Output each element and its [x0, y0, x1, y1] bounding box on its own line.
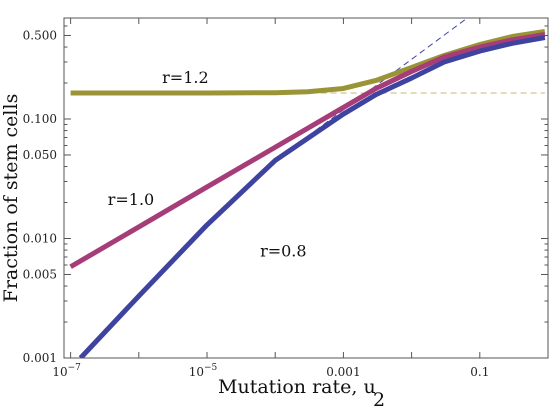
y-tick-label: 0.500	[23, 28, 57, 42]
y-tick-label: 0.005	[23, 267, 57, 281]
x-axis-title: Mutation rate, u	[218, 376, 376, 398]
y-tick-label: 0.050	[23, 148, 57, 162]
x-tick-label-exponent: −5	[204, 363, 218, 373]
series-line-r-1-2	[70, 28, 546, 96]
x-tick-label-base: 10	[189, 365, 204, 379]
x-tick-label: 10−5	[189, 363, 218, 379]
axes	[63, 17, 549, 359]
y-tick-label: 0.001	[23, 351, 57, 365]
x-tick-label: 0.001	[326, 365, 360, 379]
curve-label: r=1.2	[162, 68, 209, 87]
x-axis-title-subscript: 2	[373, 389, 385, 410]
x-tick-label-exponent: −7	[68, 363, 82, 373]
series-line-r-1-0	[69, 31, 546, 269]
curve-label: r=1.0	[108, 190, 155, 209]
y-tick-label: 0.010	[23, 231, 57, 245]
plot-frame	[63, 17, 549, 359]
curve-label: r=0.8	[260, 241, 307, 260]
series-line-r-0-8	[78, 35, 546, 358]
x-tick-label-base: 10	[52, 365, 67, 379]
y-tick-label: 0.100	[23, 112, 57, 126]
x-tick-label: 10−7	[52, 363, 81, 379]
x-tick-label: 0.1	[470, 365, 489, 379]
y-axis-title: Fraction of stem cells	[0, 94, 22, 303]
plot-area	[69, 18, 546, 358]
